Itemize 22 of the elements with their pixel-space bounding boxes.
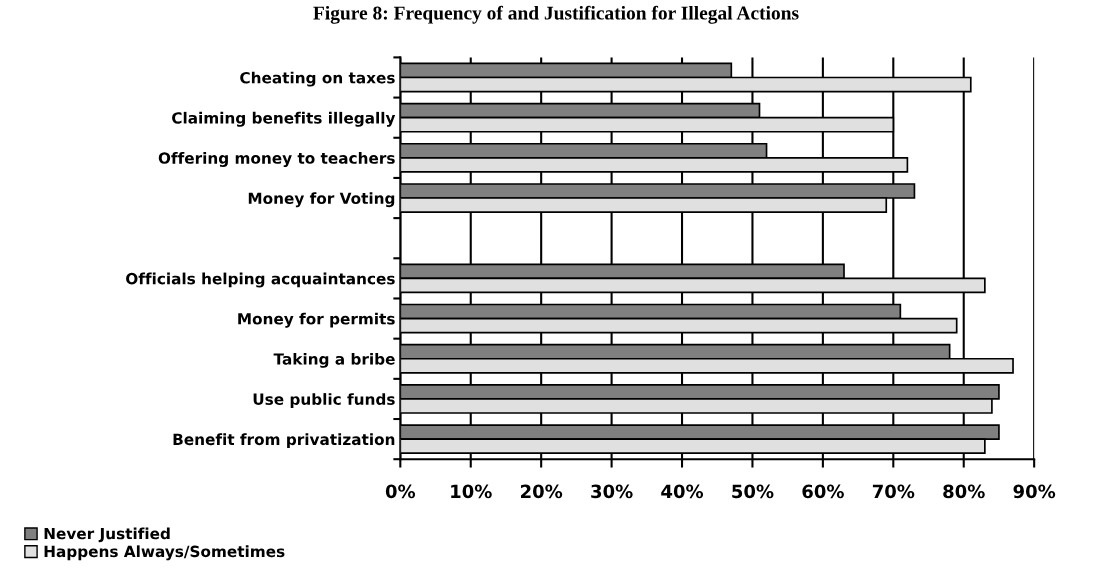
y-tick-label: Money for Voting: [248, 192, 395, 208]
y-tick-label: Money for permits: [238, 312, 395, 328]
y-tick-label: Claiming benefits illegally: [172, 111, 396, 127]
x-tick-label: 80%: [943, 484, 985, 499]
y-tick-label: Officials helping acquaintances: [126, 272, 395, 288]
y-tick-label: Cheating on taxes: [240, 71, 395, 87]
x-tick-label: 30%: [591, 484, 633, 499]
x-tick-label: 50%: [732, 484, 774, 499]
y-tick-label: Use public funds: [253, 393, 395, 408]
x-tick-label: 70%: [872, 484, 915, 499]
legend-label: Never Justified: [44, 527, 170, 543]
x-tick-label: 60%: [802, 484, 844, 499]
x-tick-label: 10%: [451, 484, 492, 499]
x-tick-label: 20%: [520, 484, 563, 499]
chart-title: Figure 8: Frequency of and Justification for Illegal Actions: [313, 5, 799, 24]
x-tick-label: 40%: [661, 484, 704, 499]
x-tick-label: 90%: [1013, 484, 1056, 499]
y-tick-label: Offering money to teachers: [158, 152, 395, 167]
y-tick-label: Taking a bribe: [273, 352, 395, 368]
legend-label: Happens Always/Sometimes: [44, 545, 285, 561]
x-tick-label: 0%: [385, 484, 416, 499]
y-tick-label: Benefit from privatization: [173, 433, 395, 449]
